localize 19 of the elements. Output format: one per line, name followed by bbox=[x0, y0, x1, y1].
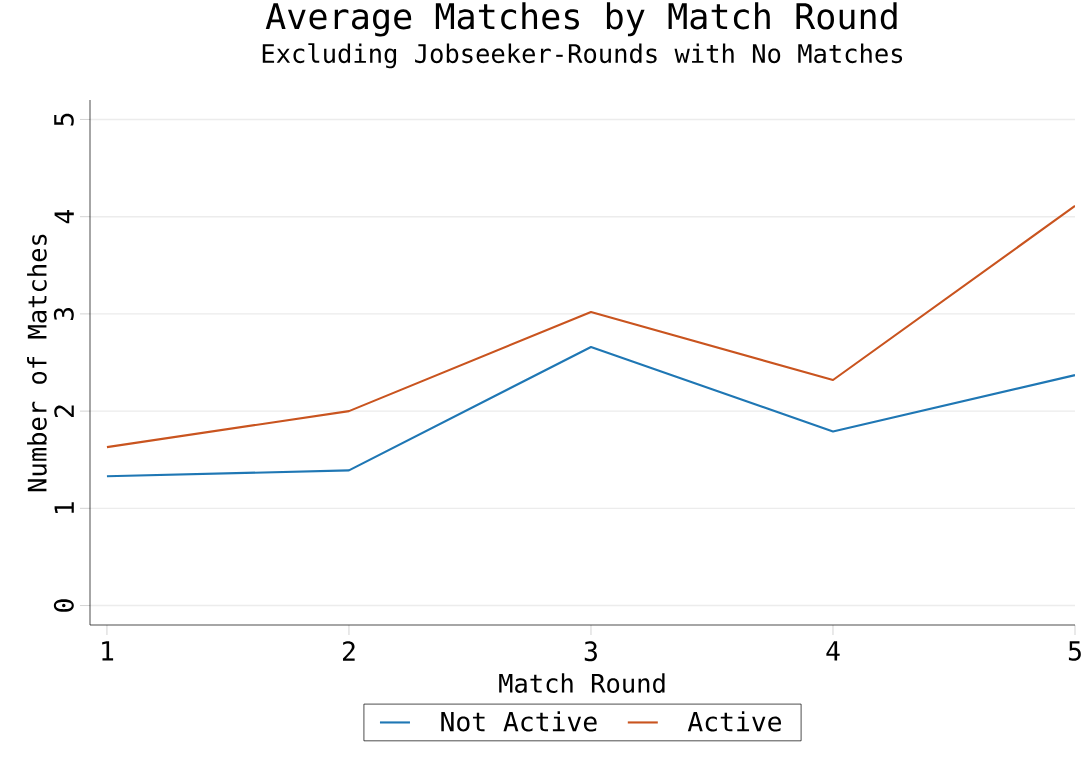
x-tick-label: 3 bbox=[584, 641, 597, 662]
y-tick-label: 4 bbox=[54, 210, 74, 224]
chart-subtitle: Excluding Jobseeker-Rounds with No Matches bbox=[262, 43, 903, 69]
line-series bbox=[105, 204, 1076, 449]
chart-title: Average Matches by Match Round bbox=[265, 2, 897, 37]
x-axis-title: Match Round bbox=[499, 673, 665, 693]
legend-label: Not Active bbox=[441, 711, 597, 732]
y-tick-label: 0 bbox=[53, 599, 74, 612]
legend-label: Active bbox=[687, 711, 782, 732]
y-tick-label: 5 bbox=[54, 113, 74, 126]
y-axis-title: Number of Matches bbox=[27, 234, 47, 492]
line-series bbox=[105, 345, 1076, 478]
x-tick-label: 2 bbox=[342, 641, 355, 661]
y-tick-label: 1 bbox=[54, 502, 74, 514]
y-tick-label: 3 bbox=[53, 307, 74, 321]
y-tick-label: 2 bbox=[54, 405, 74, 418]
x-tick-label: 4 bbox=[826, 641, 840, 661]
x-tick-label: 5 bbox=[1068, 641, 1081, 661]
x-tick-label: 1 bbox=[102, 641, 114, 661]
